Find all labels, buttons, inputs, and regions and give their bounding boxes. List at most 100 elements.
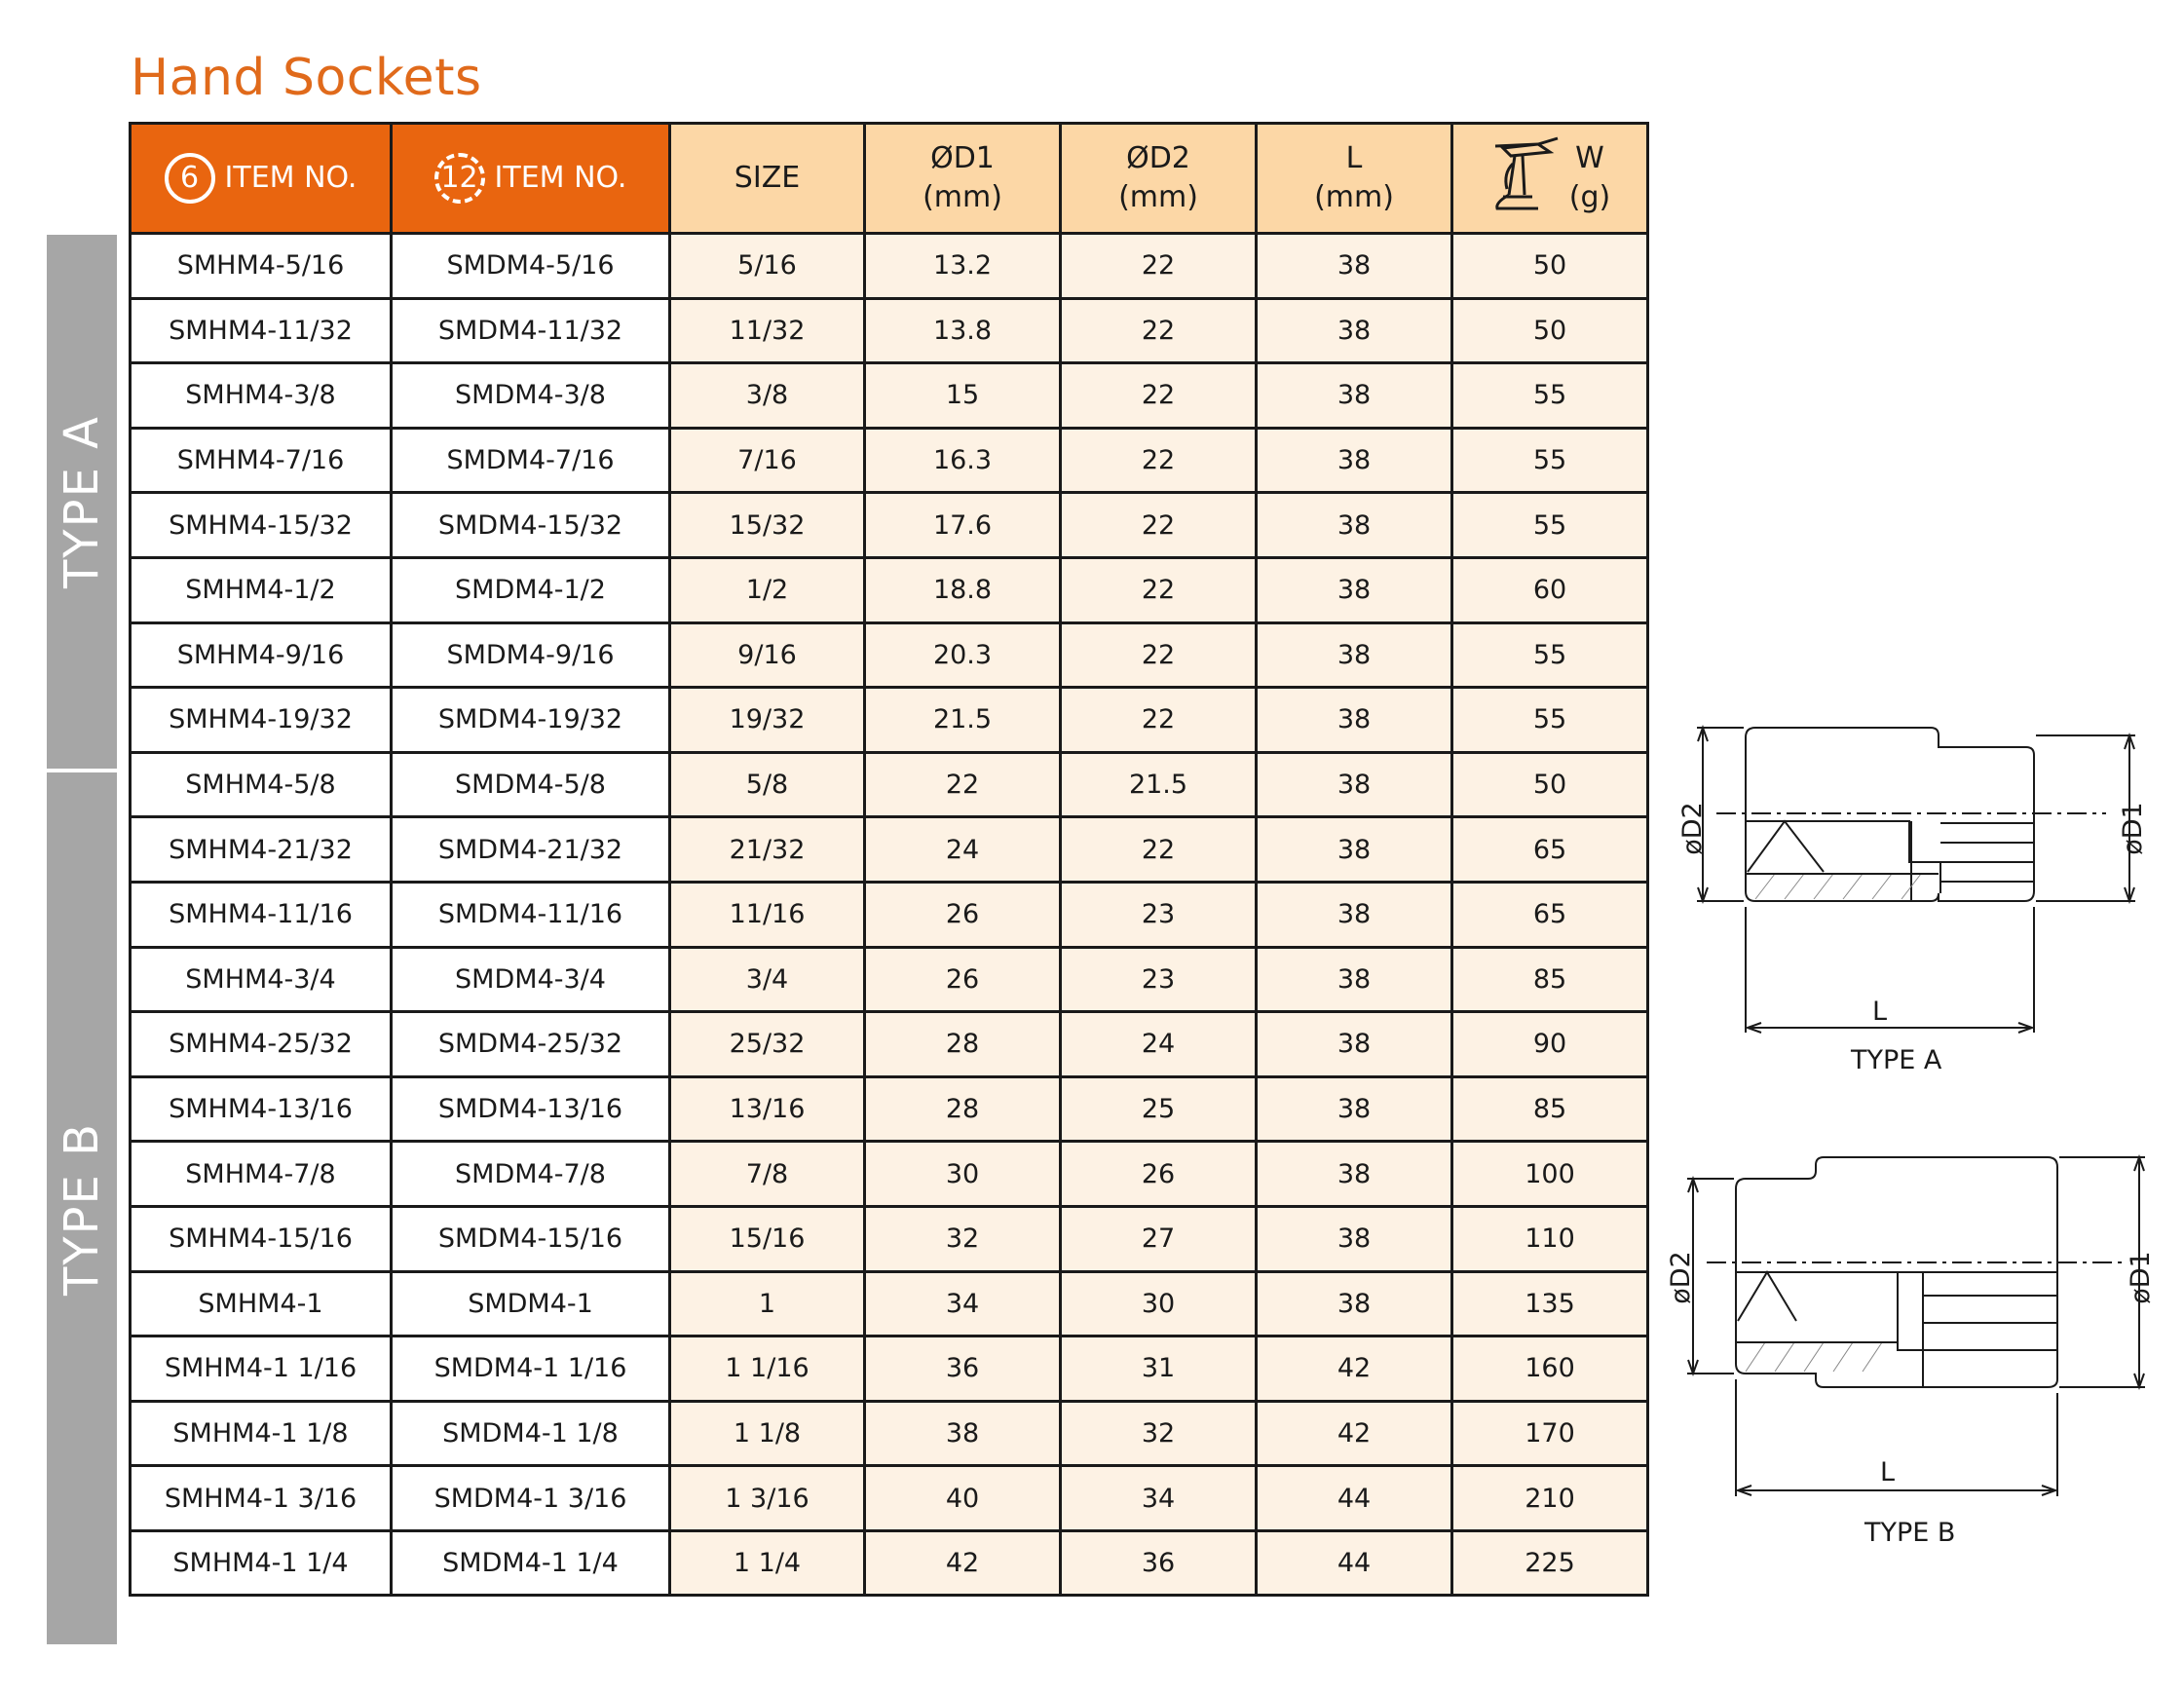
item6-cell: SMHM4-11/32 (129, 296, 393, 365)
item12-cell: SMDM4-1/2 (390, 555, 671, 624)
l-cell: 42 (1255, 1335, 1453, 1403)
d2-cell: 27 (1059, 1204, 1258, 1273)
item6-cell: SMHM4-11/16 (129, 880, 393, 949)
item12-cell: SMDM4-11/32 (390, 296, 671, 365)
item12-cell: SMDM4-11/16 (390, 880, 671, 949)
d1-cell: 18.8 (863, 555, 1062, 624)
table-row: SMHM4-21/32 SMDM4-21/32 21/32 24 22 38 65 (129, 815, 1649, 884)
d1-cell: 20.3 (863, 621, 1062, 690)
size-cell: 15/32 (668, 491, 866, 559)
d2-cell: 25 (1059, 1074, 1258, 1144)
d1-cell: 13.2 (863, 232, 1062, 300)
w-cell: 85 (1450, 1074, 1649, 1144)
header-d1-unit: (mm) (923, 180, 1002, 214)
d2-cell: 26 (1059, 1140, 1258, 1208)
header-item6-label: ITEM NO. (224, 161, 358, 195)
l-cell: 38 (1255, 491, 1453, 559)
item12-cell: SMDM4-19/32 (390, 686, 671, 754)
d2-cell: 32 (1059, 1399, 1258, 1468)
table-row: SMHM4-1 1/16 SMDM4-1 1/16 1 1/16 36 31 42 160 (129, 1335, 1649, 1403)
size-cell: 21/32 (668, 815, 866, 884)
size-cell: 15/16 (668, 1204, 866, 1273)
size-cell: 9/16 (668, 621, 866, 690)
item12-cell: SMDM4-1 3/16 (390, 1464, 671, 1532)
item12-cell: SMDM4-25/32 (390, 1010, 671, 1078)
w-cell: 55 (1450, 361, 1649, 430)
item6-cell: SMHM4-1/2 (129, 555, 393, 624)
item6-cell: SMHM4-13/16 (129, 1074, 393, 1144)
header-item12-label: ITEM NO. (494, 161, 627, 195)
item6-cell: SMHM4-19/32 (129, 686, 393, 754)
size-cell: 1/2 (668, 555, 866, 624)
item6-cell: SMHM4-1 3/16 (129, 1464, 393, 1532)
type-a-drawing: øD2 øD1 L TYPE A (1677, 716, 2155, 1075)
d2-cell: 22 (1059, 621, 1258, 690)
d1-cell: 16.3 (863, 426, 1062, 495)
type-b-drawing: øD2 øD1 L TYPE B (1665, 1149, 2156, 1548)
header-w: W (g) (1450, 122, 1649, 235)
w-cell: 50 (1450, 750, 1649, 819)
item6-cell: SMHM4-3/4 (129, 945, 393, 1014)
d1-cell: 15 (863, 361, 1062, 430)
d2-cell: 30 (1059, 1269, 1258, 1338)
type-b-caption: TYPE B (1864, 1518, 1956, 1548)
hex-socket-icon: 6 (164, 153, 215, 204)
d2-cell: 22 (1059, 815, 1258, 884)
item6-cell: SMHM4-5/16 (129, 232, 393, 300)
l-cell: 38 (1255, 296, 1453, 365)
table-row: SMHM4-11/32 SMDM4-11/32 11/32 13.8 22 38 50 (129, 296, 1649, 365)
d2-cell: 36 (1059, 1528, 1258, 1598)
12-point-socket-icon: 12 (433, 153, 485, 204)
header-l-unit: (mm) (1314, 180, 1394, 214)
size-cell: 1 (668, 1269, 866, 1338)
item6-cell: SMHM4-1 (129, 1269, 393, 1338)
header-item6: 6 ITEM NO. (129, 122, 393, 235)
item12-cell: SMDM4-1 1/16 (390, 1335, 671, 1403)
l-cell: 38 (1255, 1204, 1453, 1273)
d1-cell: 30 (863, 1140, 1062, 1208)
type-b-d1-label: øD1 (2125, 1251, 2156, 1304)
d1-cell: 13.8 (863, 296, 1062, 365)
item12-cell: SMDM4-13/16 (390, 1074, 671, 1144)
item6-cell: SMHM4-1 1/8 (129, 1399, 393, 1468)
l-cell: 38 (1255, 1269, 1453, 1338)
item6-cell: SMHM4-25/32 (129, 1010, 393, 1078)
w-cell: 90 (1450, 1010, 1649, 1078)
table-row: SMHM4-15/32 SMDM4-15/32 15/32 17.6 22 38 55 (129, 491, 1649, 559)
header-l-label: L (1345, 141, 1363, 175)
table-row: SMHM4-3/4 SMDM4-3/4 3/4 26 23 38 85 (129, 945, 1649, 1014)
item12-cell: SMDM4-3/8 (390, 361, 671, 430)
size-cell: 11/32 (668, 296, 866, 365)
d1-cell: 34 (863, 1269, 1062, 1338)
table-row: SMHM4-5/16 SMDM4-5/16 5/16 13.2 22 38 50 (129, 232, 1649, 300)
item6-cell: SMHM4-21/32 (129, 815, 393, 884)
header-d2: ØD2 (mm) (1059, 122, 1258, 235)
header-l: L (mm) (1255, 122, 1453, 235)
l-cell: 38 (1255, 815, 1453, 884)
header-w-label: W (1575, 141, 1604, 175)
l-cell: 38 (1255, 361, 1453, 430)
type-b-d2-label: øD2 (1665, 1251, 1696, 1304)
d2-cell: 21.5 (1059, 750, 1258, 819)
item12-cell: SMDM4-5/8 (390, 750, 671, 819)
item12-cell: SMDM4-1 1/4 (390, 1528, 671, 1598)
item6-cell: SMHM4-15/32 (129, 491, 393, 559)
size-cell: 1 1/16 (668, 1335, 866, 1403)
item6-cell: SMHM4-9/16 (129, 621, 393, 690)
type-b-label: TYPE B (55, 1121, 109, 1296)
table-row: SMHM4-3/8 SMDM4-3/8 3/8 15 22 38 55 (129, 361, 1649, 430)
l-cell: 38 (1255, 1140, 1453, 1208)
table-row: SMHM4-5/8 SMDM4-5/8 5/8 22 21.5 38 50 (129, 750, 1649, 819)
item12-cell: SMDM4-7/8 (390, 1140, 671, 1208)
item12-cell: SMDM4-15/32 (390, 491, 671, 559)
item6-cell: SMHM4-7/16 (129, 426, 393, 495)
item6-cell: SMHM4-1 1/16 (129, 1335, 393, 1403)
l-cell: 38 (1255, 880, 1453, 949)
d1-cell: 40 (863, 1464, 1062, 1532)
item6-cell: SMHM4-3/8 (129, 361, 393, 430)
header-size: SIZE (668, 122, 866, 235)
item6-cell: SMHM4-1 1/4 (129, 1528, 393, 1598)
d1-cell: 21.5 (863, 686, 1062, 754)
d2-cell: 22 (1059, 232, 1258, 300)
header-d2-unit: (mm) (1118, 180, 1198, 214)
